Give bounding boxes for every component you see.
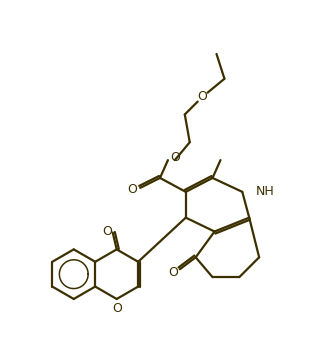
Text: NH: NH <box>256 185 275 198</box>
Text: O: O <box>168 266 178 279</box>
Text: O: O <box>170 151 180 164</box>
Text: O: O <box>102 225 112 238</box>
Text: O: O <box>198 90 208 103</box>
Text: O: O <box>127 183 137 197</box>
Text: O: O <box>113 302 123 316</box>
